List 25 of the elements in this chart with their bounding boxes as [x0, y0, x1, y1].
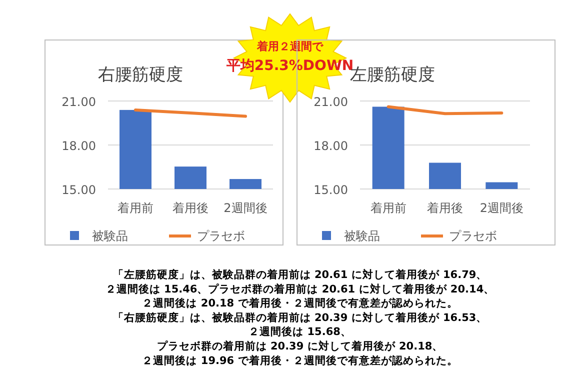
legend-label: プラセボ	[449, 229, 497, 243]
text: プラセボ群の着用前は 20.39 に対して着用後が 20.18、	[156, 340, 444, 352]
chart-title: 左腰筋硬度	[350, 65, 435, 85]
text: ２週間後は 15.46、プラセボ群の着用前は 20.61 に対して着用後が 20.14、	[105, 282, 495, 296]
y-tick-label: 21.00	[62, 95, 96, 109]
x-tick-label: 2週間後	[480, 201, 524, 215]
x-tick-label: 着用前	[370, 201, 406, 215]
legend-label: 被験品	[344, 229, 380, 243]
y-tick-label: 15.00	[314, 183, 348, 197]
legend-label: 被験品	[92, 229, 128, 243]
text: 「右腰筋硬度」は、被験品群の着用前は 20.39 に対して着用後が 16.53、	[112, 310, 488, 324]
y-tick-label: 15.00	[62, 183, 96, 197]
y-tick-label: 21.00	[314, 95, 348, 109]
text: 「左腰筋硬度」は、被験品群の着用前は 20.61 に対して着用後が 16.79、	[112, 268, 488, 281]
x-tick-label: 2週間後	[224, 201, 268, 215]
text: ２週間後は 15.68、	[248, 325, 352, 338]
text: ２週間後は 20.18 で着用後・２週間後で有意差が認められた。	[142, 296, 458, 310]
chart-title: 右腰筋硬度	[98, 65, 183, 85]
x-tick-label: 着用後	[427, 201, 463, 215]
text: ２週間後は 19.96 で着用後・２週間後で有意差が認められた。	[142, 354, 458, 367]
y-tick-label: 18.00	[62, 139, 96, 153]
x-tick-label: 着用後	[172, 201, 208, 215]
legend-label: プラセボ	[197, 229, 245, 243]
y-tick-label: 18.00	[314, 139, 348, 153]
x-tick-label: 着用前	[118, 201, 154, 215]
